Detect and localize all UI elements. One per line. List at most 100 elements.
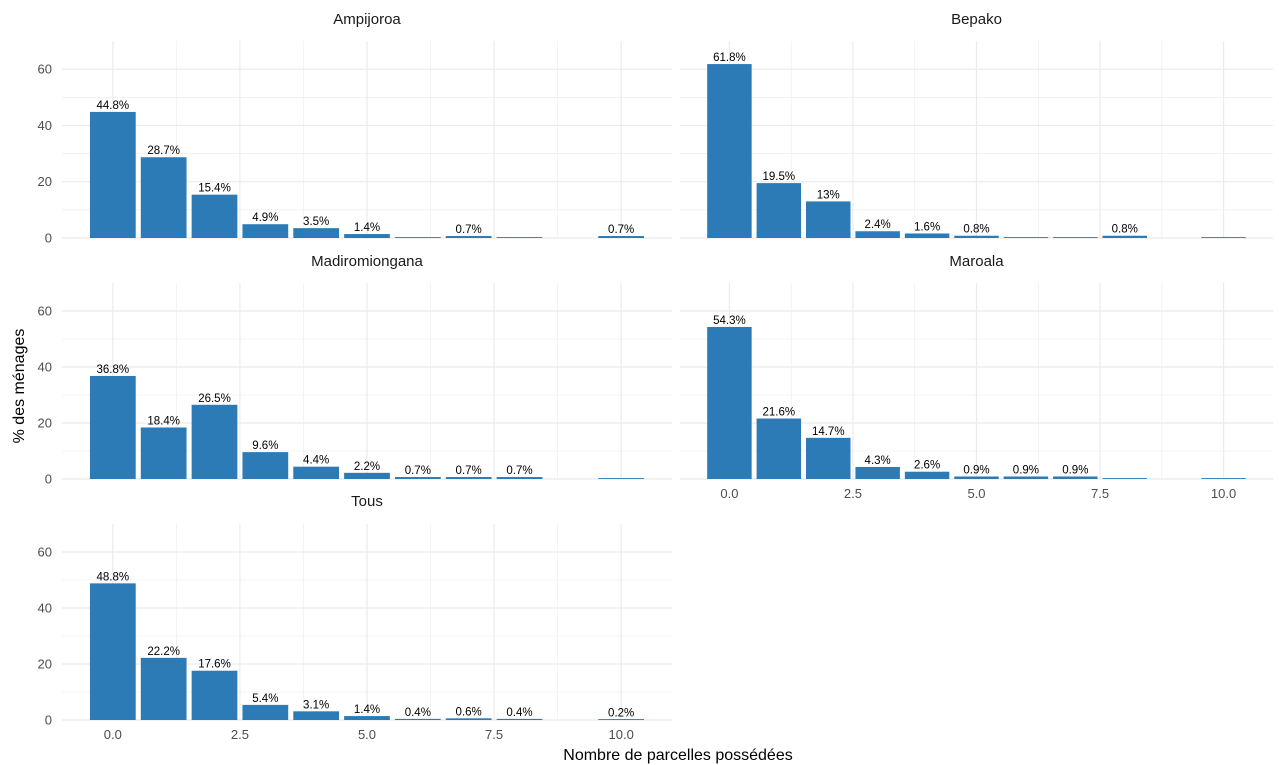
data-label: 0.9% [963,464,989,476]
data-label: 3.1% [303,699,329,711]
data-label: 0.9% [1062,464,1088,476]
y-tick-label: 0 [45,231,52,246]
bar [89,375,136,479]
data-label: 3.5% [303,216,329,228]
bar [855,466,900,479]
bar [496,718,543,720]
y-tick-label: 60 [38,545,52,560]
bar [1102,235,1147,238]
bar [1003,476,1049,479]
bar [394,477,441,479]
bar [394,237,441,238]
panel-title: Madiromiongana [311,253,423,270]
bar [89,111,136,238]
bar [1201,478,1246,479]
bar [344,472,390,479]
y-tick-label: 40 [38,118,52,133]
bar [242,224,289,238]
bar [855,231,900,238]
data-label: 2.4% [865,219,891,231]
bar [191,194,238,238]
bar [191,404,238,479]
data-label: 4.4% [303,455,329,467]
data-label: 0.9% [1013,464,1039,476]
bar [1003,237,1049,238]
data-label: 4.9% [252,212,278,224]
y-tick-label: 20 [38,174,52,189]
data-label: 21.6% [763,407,796,419]
bar [756,418,802,479]
data-label: 0.2% [608,707,634,719]
data-label: 19.5% [763,171,796,183]
data-label: 28.7% [147,145,180,157]
data-label: 5.4% [252,693,278,705]
panel-title: Bepako [951,11,1002,28]
bar [904,233,950,238]
bar [191,670,238,720]
data-label: 0.6% [456,706,482,718]
bar [806,201,851,238]
y-axis-title: % des ménages [11,329,28,444]
x-tick-label: 2.5 [231,727,249,742]
data-label: 0.4% [506,707,532,719]
x-tick-label: 5.0 [358,727,376,742]
bar [496,237,543,238]
y-tick-label: 0 [45,472,52,487]
data-label: 54.3% [713,315,746,327]
data-label: 22.2% [147,646,180,658]
data-label: 4.3% [865,455,891,467]
bar [89,583,136,720]
panel-title: Tous [351,493,383,510]
bar [954,235,999,238]
bar [598,478,645,479]
bar [140,657,187,720]
bar [1201,237,1246,238]
data-label: 44.8% [97,100,130,112]
bar [394,718,441,720]
x-tick-label: 10.0 [1211,486,1236,501]
bar [707,64,752,238]
data-label: 0.7% [405,465,431,477]
bar [707,326,752,479]
bar [293,711,340,720]
bar [598,236,645,238]
bar [344,716,390,720]
x-tick-label: 0.0 [104,727,122,742]
bar [140,157,187,238]
bar [242,452,289,479]
bar [140,427,187,479]
data-label: 61.8% [713,52,746,64]
x-tick-label: 7.5 [485,727,503,742]
x-tick-label: 2.5 [844,486,862,501]
data-label: 0.7% [456,224,482,236]
data-label: 0.7% [456,465,482,477]
data-label: 0.7% [506,465,532,477]
bar [756,183,802,238]
x-tick-label: 5.0 [967,486,985,501]
data-label: 2.6% [914,460,940,472]
bar [293,466,340,479]
bar [1053,476,1098,479]
data-label: 36.8% [97,364,130,376]
panel-title: Maroala [949,253,1004,270]
panel-title: Ampijoroa [333,11,401,28]
bar [293,228,340,238]
bar [904,471,950,479]
data-label: 26.5% [198,393,231,405]
data-label: 1.6% [914,221,940,233]
y-tick-label: 20 [38,416,52,431]
data-label: 18.4% [147,415,180,427]
x-tick-label: 7.5 [1091,486,1109,501]
data-label: 2.2% [354,461,380,473]
x-tick-label: 0.0 [720,486,738,501]
data-label: 14.7% [812,426,845,438]
bar [598,719,645,720]
bar [1102,478,1147,479]
y-tick-label: 0 [45,713,52,728]
bar [242,704,289,720]
bar [1053,237,1098,238]
bar [445,718,492,720]
data-label: 15.4% [198,183,231,195]
y-tick-label: 40 [38,360,52,375]
